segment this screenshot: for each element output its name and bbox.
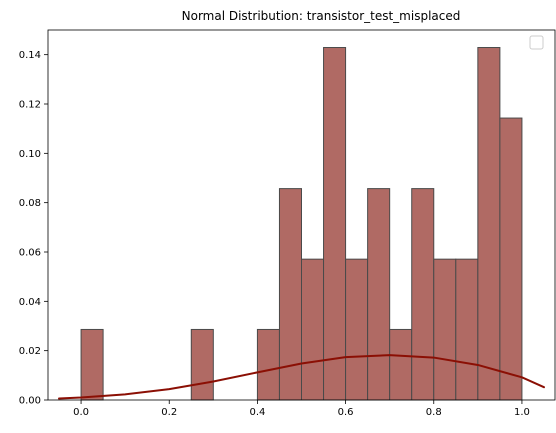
y-tick-label: 0.04 bbox=[19, 297, 41, 308]
histogram-bar-15 bbox=[411, 188, 435, 401]
x-tick-label: 0.0 bbox=[73, 407, 89, 418]
histogram-bar-13 bbox=[367, 188, 391, 401]
x-tick-label: 0.4 bbox=[249, 407, 265, 418]
histogram-bar-5 bbox=[190, 328, 214, 401]
histogram-bar-8 bbox=[256, 328, 280, 401]
x-tick-label: 1.0 bbox=[514, 407, 530, 418]
normal-curve-layer bbox=[58, 354, 545, 400]
histogram-bar-11 bbox=[323, 47, 347, 401]
normal-curve-line bbox=[58, 354, 545, 400]
chart-title: Normal Distribution: transistor_test_mis… bbox=[182, 9, 461, 23]
histogram-bars bbox=[80, 47, 523, 401]
y-axis: 0.00 0.02 0.04 0.06 0.08 0.10 0.12 0.14 bbox=[19, 50, 48, 407]
y-tick-label: 0.14 bbox=[19, 50, 41, 61]
legend[interactable] bbox=[529, 35, 544, 50]
histogram-bar-18 bbox=[477, 47, 501, 401]
y-tick-label: 0.10 bbox=[19, 149, 41, 160]
y-tick-label: 0.06 bbox=[19, 248, 41, 259]
legend-box[interactable] bbox=[529, 35, 544, 50]
histogram-bar-10 bbox=[301, 258, 325, 401]
y-tick-label: 0.08 bbox=[19, 198, 41, 209]
histogram-bar-12 bbox=[345, 258, 369, 401]
x-tick-label: 0.8 bbox=[426, 407, 442, 418]
histogram-bar-19 bbox=[499, 117, 523, 401]
histogram-bar-14 bbox=[389, 328, 413, 401]
y-tick-label: 0.02 bbox=[19, 346, 41, 357]
plot-frame bbox=[47, 29, 556, 401]
x-axis: 0.0 0.2 0.4 0.6 0.8 1.0 bbox=[73, 400, 530, 418]
y-tick-label: 0.12 bbox=[19, 100, 41, 111]
histogram-bar-16 bbox=[433, 258, 457, 401]
x-tick-label: 0.6 bbox=[338, 407, 354, 418]
y-tick-label: 0.00 bbox=[19, 396, 41, 407]
x-tick-label: 0.2 bbox=[161, 407, 177, 418]
histogram-bar-9 bbox=[278, 188, 302, 401]
histogram-bar-17 bbox=[455, 258, 479, 401]
histogram-bar-0 bbox=[80, 328, 104, 401]
